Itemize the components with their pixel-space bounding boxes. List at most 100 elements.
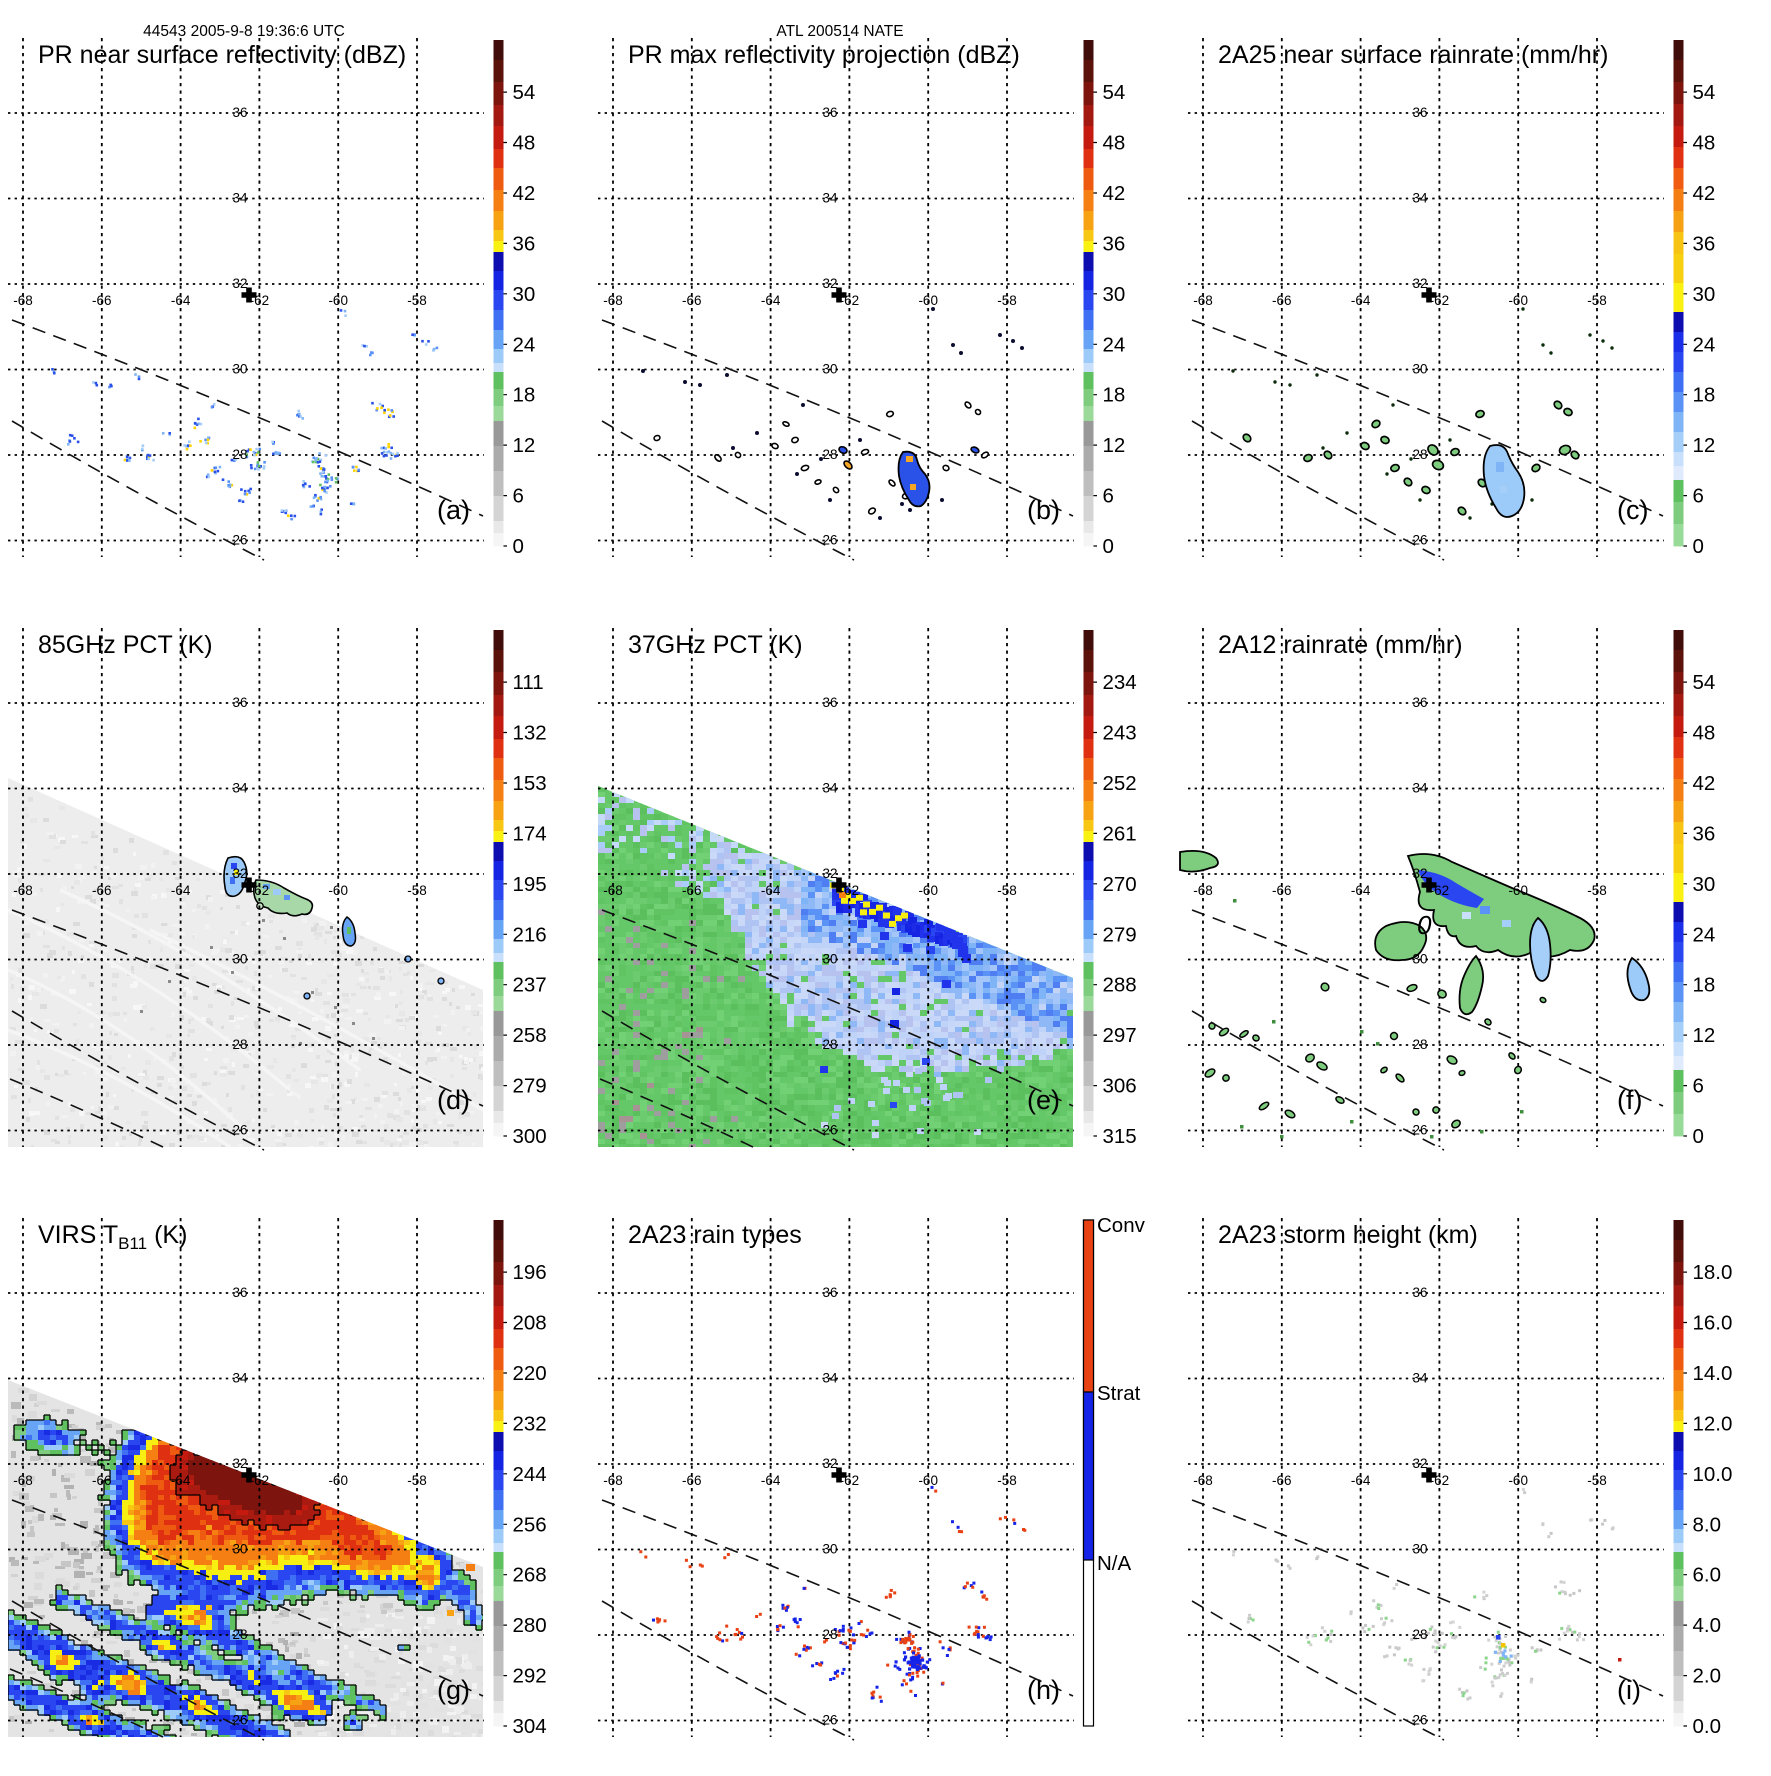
svg-text:36: 36 bbox=[1693, 822, 1716, 845]
svg-text:54: 54 bbox=[1693, 81, 1716, 104]
svg-text:300: 300 bbox=[513, 1125, 547, 1148]
svg-text:-66: -66 bbox=[682, 883, 702, 898]
svg-text:30: 30 bbox=[1103, 283, 1126, 306]
svg-text:36: 36 bbox=[513, 232, 536, 255]
svg-text:153: 153 bbox=[513, 772, 547, 795]
svg-text:6: 6 bbox=[513, 485, 524, 508]
svg-text:26: 26 bbox=[1412, 1123, 1427, 1138]
svg-text:34: 34 bbox=[232, 191, 248, 206]
svg-text:-60: -60 bbox=[1508, 883, 1528, 898]
svg-text:-64: -64 bbox=[761, 883, 781, 898]
svg-text:32: 32 bbox=[1412, 866, 1427, 881]
svg-text:0: 0 bbox=[1693, 535, 1704, 558]
svg-text:26: 26 bbox=[232, 533, 247, 548]
svg-text:-58: -58 bbox=[407, 293, 427, 308]
svg-text:315: 315 bbox=[1103, 1125, 1137, 1148]
svg-text:36: 36 bbox=[1412, 105, 1427, 120]
svg-text:24: 24 bbox=[1103, 333, 1126, 356]
svg-text:34: 34 bbox=[1412, 191, 1428, 206]
svg-text:195: 195 bbox=[513, 873, 547, 896]
svg-text:26: 26 bbox=[822, 1123, 837, 1138]
svg-text:42: 42 bbox=[1693, 182, 1716, 205]
svg-text:24: 24 bbox=[1693, 923, 1716, 946]
svg-text:(b): (b) bbox=[1027, 495, 1060, 525]
svg-text:36: 36 bbox=[1412, 695, 1427, 710]
svg-text:34: 34 bbox=[822, 781, 838, 796]
svg-text:297: 297 bbox=[1103, 1024, 1137, 1047]
svg-text:37GHz PCT (K): 37GHz PCT (K) bbox=[628, 631, 803, 659]
svg-text:34: 34 bbox=[232, 781, 248, 796]
svg-text:252: 252 bbox=[1103, 772, 1137, 795]
svg-text:-60: -60 bbox=[1508, 293, 1528, 308]
svg-text:36: 36 bbox=[1103, 232, 1126, 255]
svg-text:18: 18 bbox=[1693, 384, 1716, 407]
svg-text:32: 32 bbox=[822, 276, 837, 291]
svg-text:-68: -68 bbox=[603, 883, 623, 898]
svg-text:0: 0 bbox=[513, 535, 524, 558]
svg-text:(e): (e) bbox=[1027, 1085, 1060, 1115]
svg-text:-60: -60 bbox=[328, 293, 348, 308]
svg-text:-68: -68 bbox=[1193, 293, 1213, 308]
svg-text:-64: -64 bbox=[171, 293, 191, 308]
svg-text:18: 18 bbox=[1693, 974, 1716, 997]
svg-text:42: 42 bbox=[1693, 772, 1716, 795]
svg-text:85GHz PCT (K): 85GHz PCT (K) bbox=[38, 631, 213, 659]
svg-text:32: 32 bbox=[822, 866, 837, 881]
svg-text:(c): (c) bbox=[1617, 495, 1648, 525]
svg-text:-60: -60 bbox=[918, 293, 938, 308]
svg-text:279: 279 bbox=[1103, 923, 1137, 946]
svg-text:6: 6 bbox=[1693, 1075, 1704, 1098]
svg-text:26: 26 bbox=[822, 533, 837, 548]
svg-text:36: 36 bbox=[1693, 232, 1716, 255]
svg-text:30: 30 bbox=[232, 362, 247, 377]
svg-text:36: 36 bbox=[822, 105, 837, 120]
svg-text:28: 28 bbox=[1412, 447, 1427, 462]
svg-text:28: 28 bbox=[1412, 1037, 1427, 1052]
svg-text:0: 0 bbox=[1103, 535, 1114, 558]
svg-text:6: 6 bbox=[1693, 485, 1704, 508]
svg-text:0: 0 bbox=[1693, 1125, 1704, 1148]
svg-text:30: 30 bbox=[822, 362, 837, 377]
svg-text:-58: -58 bbox=[407, 883, 427, 898]
svg-text:48: 48 bbox=[1103, 132, 1126, 155]
svg-text:(a): (a) bbox=[437, 495, 470, 525]
svg-text:2A12 rainrate (mm/hr): 2A12 rainrate (mm/hr) bbox=[1218, 631, 1463, 659]
svg-text:-66: -66 bbox=[1272, 293, 1292, 308]
svg-text:30: 30 bbox=[513, 283, 536, 306]
svg-text:-68: -68 bbox=[603, 293, 623, 308]
svg-text:(f): (f) bbox=[1617, 1085, 1642, 1115]
svg-text:24: 24 bbox=[513, 333, 536, 356]
svg-text:-58: -58 bbox=[1587, 883, 1607, 898]
svg-text:12: 12 bbox=[1103, 434, 1126, 457]
svg-text:12: 12 bbox=[1693, 1024, 1716, 1047]
svg-text:48: 48 bbox=[1693, 132, 1716, 155]
svg-text:243: 243 bbox=[1103, 722, 1137, 745]
svg-text:-68: -68 bbox=[13, 293, 33, 308]
svg-text:-58: -58 bbox=[997, 293, 1017, 308]
svg-text:174: 174 bbox=[513, 822, 547, 845]
svg-text:-68: -68 bbox=[13, 883, 33, 898]
svg-text:44543 2005-9-8 19:36:6 UTC: 44543 2005-9-8 19:36:6 UTC bbox=[143, 23, 345, 40]
svg-text:54: 54 bbox=[1103, 81, 1126, 104]
svg-text:-66: -66 bbox=[92, 293, 112, 308]
svg-text:54: 54 bbox=[513, 81, 536, 104]
svg-text:28: 28 bbox=[822, 1037, 837, 1052]
svg-text:-60: -60 bbox=[328, 883, 348, 898]
svg-text:132: 132 bbox=[513, 722, 547, 745]
svg-text:-66: -66 bbox=[682, 293, 702, 308]
svg-text:42: 42 bbox=[1103, 182, 1126, 205]
svg-text:36: 36 bbox=[232, 105, 247, 120]
svg-text:(d): (d) bbox=[437, 1085, 470, 1115]
svg-text:-64: -64 bbox=[1351, 883, 1371, 898]
svg-text:234: 234 bbox=[1103, 671, 1137, 694]
svg-text:42: 42 bbox=[513, 182, 536, 205]
svg-text:-66: -66 bbox=[92, 883, 112, 898]
svg-text:-64: -64 bbox=[1351, 293, 1371, 308]
svg-text:237: 237 bbox=[513, 974, 547, 997]
svg-text:28: 28 bbox=[232, 447, 247, 462]
svg-text:48: 48 bbox=[513, 132, 536, 155]
svg-text:30: 30 bbox=[232, 952, 247, 967]
svg-text:0: 0 bbox=[1417, 910, 1432, 940]
svg-text:36: 36 bbox=[822, 695, 837, 710]
svg-text:32: 32 bbox=[232, 866, 247, 881]
